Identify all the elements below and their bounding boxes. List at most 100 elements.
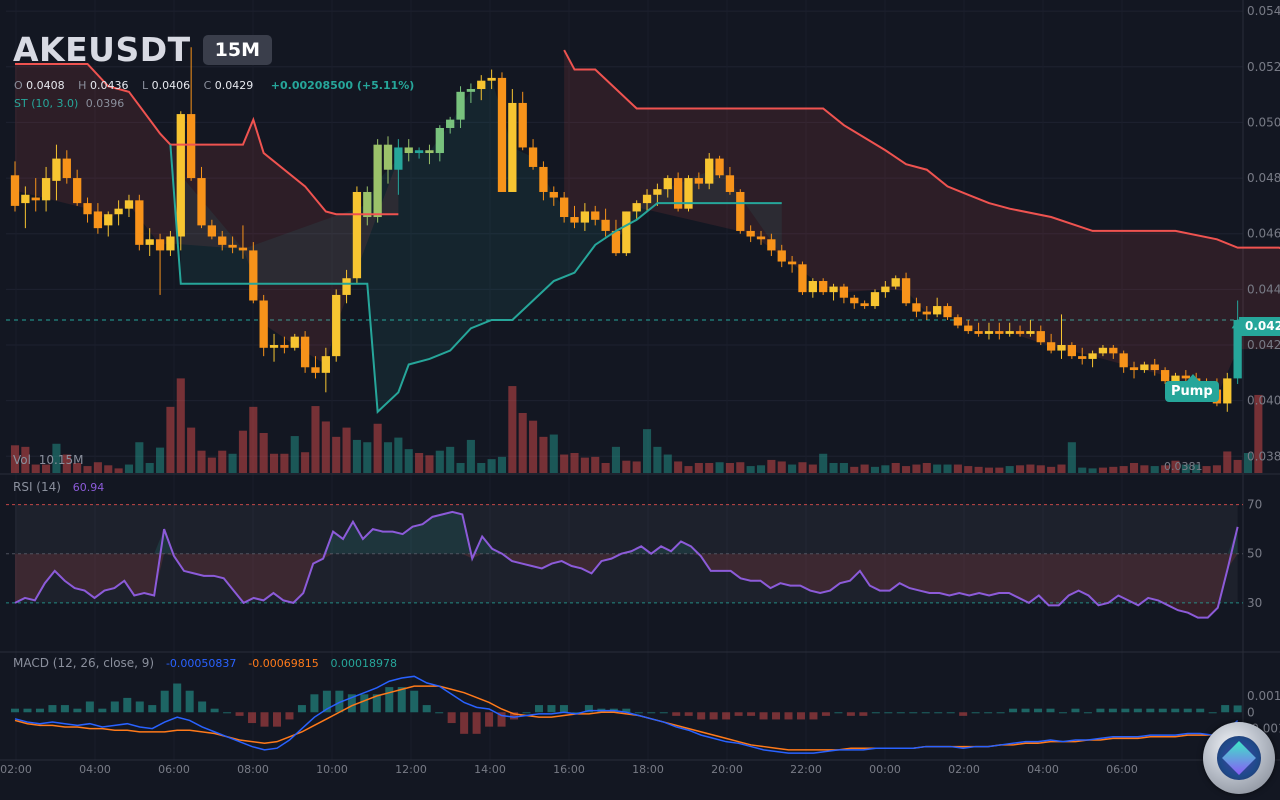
candle bbox=[404, 139, 413, 162]
volume-bar bbox=[1036, 465, 1045, 473]
candle-body bbox=[394, 147, 403, 170]
volume-bar bbox=[611, 446, 620, 473]
candle bbox=[1223, 372, 1232, 412]
candle-body bbox=[176, 114, 185, 237]
volume-bar bbox=[166, 406, 175, 473]
timeframe-badge[interactable]: 15M bbox=[202, 34, 272, 65]
macd-histogram-bar bbox=[747, 712, 756, 716]
candle-body bbox=[186, 114, 196, 179]
macd-histogram-bar bbox=[260, 712, 269, 727]
supertrend-legend[interactable]: ST (10, 3.0) 0.0396 bbox=[14, 97, 124, 110]
supertrend-fill bbox=[15, 50, 1280, 412]
volume-bars bbox=[10, 378, 1263, 473]
time-tick-label: 02:00 bbox=[0, 763, 32, 776]
open-label: O bbox=[14, 79, 23, 92]
volume-bar bbox=[756, 465, 766, 473]
volume-bar bbox=[1016, 465, 1025, 473]
symbol-title[interactable]: AKEUSDT bbox=[13, 30, 191, 69]
macd-histogram-bar bbox=[485, 712, 494, 727]
rsi-pane[interactable]: 70 50 30 bbox=[6, 498, 1262, 619]
volume-bar bbox=[249, 406, 258, 473]
volume-bar bbox=[1202, 466, 1211, 473]
time-tick-label: 02:00 bbox=[948, 763, 980, 776]
candle bbox=[21, 186, 30, 229]
volume-axis-label: 0.0381 bbox=[1164, 460, 1203, 473]
change-value: +0.00208500 (+5.11%) bbox=[270, 79, 415, 92]
macd-histogram-bar bbox=[410, 690, 419, 713]
candle-body bbox=[259, 300, 268, 348]
volume-bar bbox=[902, 466, 911, 473]
candle-body bbox=[155, 239, 165, 251]
candle-body bbox=[487, 77, 496, 81]
candle-body bbox=[933, 306, 942, 315]
volume-bar bbox=[176, 378, 185, 473]
candle-body bbox=[477, 80, 486, 90]
volume-bar bbox=[332, 436, 341, 473]
macd-histogram-bar bbox=[335, 690, 344, 713]
macd-histogram-bar bbox=[759, 712, 768, 720]
candle-body bbox=[145, 239, 154, 245]
volume-bar bbox=[518, 413, 527, 473]
rsi-legend[interactable]: RSI (14) 60.94 bbox=[13, 480, 104, 494]
volume-bar bbox=[1212, 465, 1221, 473]
macd-histogram-bar bbox=[996, 712, 1005, 714]
macd-histogram-bar bbox=[1121, 708, 1130, 713]
volume-bar bbox=[1161, 465, 1170, 473]
macd-histogram-bar bbox=[185, 690, 194, 713]
candle bbox=[155, 233, 165, 295]
macd-histogram-bar bbox=[272, 712, 281, 727]
candle-body bbox=[549, 191, 558, 198]
volume-bar bbox=[456, 463, 465, 473]
volume-bar bbox=[829, 463, 838, 473]
candle bbox=[860, 300, 869, 309]
macd-histogram-bar bbox=[859, 712, 868, 716]
macd-histogram-bar bbox=[1158, 708, 1167, 713]
macd-histogram-bar bbox=[297, 705, 306, 713]
time-tick-label: 04:00 bbox=[79, 763, 111, 776]
candle bbox=[1160, 367, 1170, 384]
volume-bar bbox=[435, 450, 444, 473]
price-tick-label: 0.054 bbox=[1247, 4, 1280, 18]
candle bbox=[881, 281, 890, 298]
volume-bar bbox=[1171, 460, 1180, 473]
candle-body bbox=[653, 189, 662, 195]
macd-histogram-bar bbox=[385, 687, 394, 713]
candle bbox=[31, 178, 40, 212]
time-tick-label: 06:00 bbox=[158, 763, 190, 776]
candle-body bbox=[601, 219, 610, 231]
time-tick-label: 22:00 bbox=[790, 763, 822, 776]
macd-histogram-bar bbox=[734, 712, 743, 716]
volume-bar bbox=[1223, 451, 1232, 473]
candle-body bbox=[1026, 331, 1035, 334]
volume-bar bbox=[984, 467, 994, 473]
chart-header: AKEUSDT 15M bbox=[13, 30, 272, 69]
candle bbox=[1150, 358, 1159, 376]
macd-histogram-bar bbox=[946, 712, 955, 714]
macd-histogram-bar bbox=[1083, 712, 1092, 714]
macd-legend[interactable]: MACD (12, 26, close, 9) -0.00050837 -0.0… bbox=[13, 656, 397, 670]
volume-bar bbox=[891, 463, 900, 473]
volume-bar bbox=[860, 464, 869, 473]
candle-body bbox=[290, 336, 299, 348]
macd-histogram-bar bbox=[173, 683, 182, 713]
candle-body bbox=[736, 191, 745, 231]
candle bbox=[549, 186, 558, 206]
candle bbox=[622, 211, 631, 256]
volume-bar bbox=[83, 466, 92, 473]
volume-bar bbox=[943, 464, 952, 473]
candle bbox=[114, 200, 123, 226]
volume-bar bbox=[508, 386, 517, 473]
logo-inner bbox=[1217, 736, 1261, 780]
volume-bar bbox=[477, 463, 486, 473]
macd-histogram-bar bbox=[73, 708, 82, 713]
candle bbox=[850, 294, 859, 309]
candles[interactable] bbox=[10, 47, 1242, 412]
candle-body bbox=[1233, 319, 1242, 379]
volume-legend[interactable]: Vol 10.15M bbox=[13, 453, 84, 467]
candle-body bbox=[715, 158, 724, 176]
candle-body bbox=[425, 150, 434, 154]
macd-histogram-bar bbox=[709, 712, 718, 720]
candle bbox=[705, 153, 714, 190]
